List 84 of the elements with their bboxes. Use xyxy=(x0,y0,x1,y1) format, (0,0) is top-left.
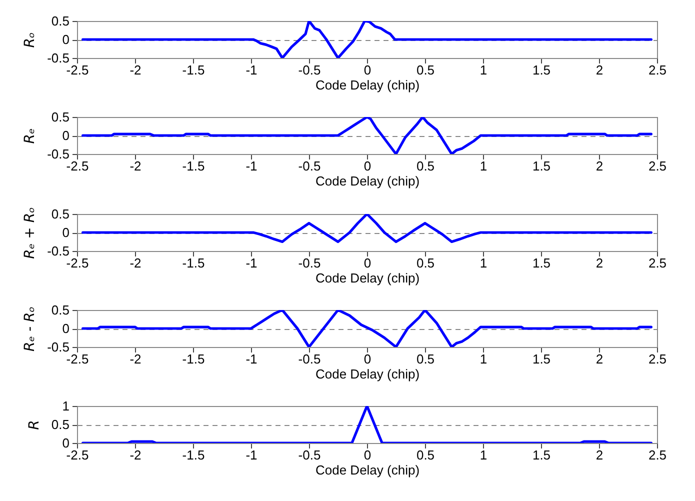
x-tick-label: 1 xyxy=(480,448,488,462)
x-tick-label: -1 xyxy=(246,352,258,366)
x-tick-label: 2.5 xyxy=(648,158,667,174)
x-tick-label: 0.5 xyxy=(416,448,435,462)
y-tick-label: 0.5 xyxy=(51,206,70,222)
x-tick-label: 0 xyxy=(364,256,372,270)
x-tick-label: -1 xyxy=(246,256,258,270)
y-tick-label: -0.5 xyxy=(47,146,70,162)
x-axis-title: Code Delay (chip) xyxy=(315,270,420,286)
y-axis-title: Rₒ xyxy=(22,32,38,48)
x-tick-label: -1 xyxy=(246,448,258,462)
x-tick-label: 0 xyxy=(364,158,372,174)
x-tick-label: -1.5 xyxy=(182,256,205,270)
x-tick-label: -2.5 xyxy=(66,352,89,366)
y-tick-label: 0.5 xyxy=(51,302,70,318)
x-tick-label: -1.5 xyxy=(182,158,205,174)
x-tick-label: -1 xyxy=(246,62,258,78)
x-tick-label: 1.5 xyxy=(532,256,551,270)
x-tick-label: 1 xyxy=(480,62,488,78)
x-tick-label: 1.5 xyxy=(532,62,551,78)
x-tick-label: -2 xyxy=(130,158,142,174)
y-tick-label: 1 xyxy=(62,398,70,414)
x-tick-label: -0.5 xyxy=(298,158,321,174)
x-tick-label: -0.5 xyxy=(298,256,321,270)
x-tick-label: 1.5 xyxy=(532,448,551,462)
x-tick-label: 0 xyxy=(364,62,372,78)
x-tick-label: -2 xyxy=(130,352,142,366)
x-tick-label: 1 xyxy=(480,256,488,270)
x-tick-label: 0 xyxy=(364,448,372,462)
x-tick-label: 2 xyxy=(596,352,604,366)
y-axis-title: Rₑ + Rₒ xyxy=(22,206,38,259)
x-tick-label: 1 xyxy=(480,158,488,174)
y-axis-title: Rₑ xyxy=(22,128,38,144)
line-series xyxy=(82,117,652,154)
line-series xyxy=(82,21,652,58)
x-tick-label: 0.5 xyxy=(416,256,435,270)
x-tick-label: 2 xyxy=(596,62,604,78)
x-tick-label: 1 xyxy=(480,352,488,366)
y-axis-title: Rₑ - Rₒ xyxy=(22,306,38,352)
x-axis-title: Code Delay (chip) xyxy=(315,174,420,188)
x-tick-label: 0.5 xyxy=(416,62,435,78)
x-tick-label: 2.5 xyxy=(648,448,667,462)
y-tick-label: 0.5 xyxy=(51,14,70,28)
y-tick-label: -0.5 xyxy=(47,50,70,66)
y-tick-label: -0.5 xyxy=(47,340,70,354)
x-tick-label: -2.5 xyxy=(66,62,89,78)
y-tick-label: 0 xyxy=(62,321,70,336)
x-tick-label: 2.5 xyxy=(648,256,667,270)
y-tick-label: 0.5 xyxy=(51,417,70,432)
x-tick-label: 0.5 xyxy=(416,158,435,174)
x-tick-label: -2 xyxy=(130,62,142,78)
x-tick-label: -1.5 xyxy=(182,352,205,366)
x-tick-label: -2.5 xyxy=(66,256,89,270)
x-axis-title: Code Delay (chip) xyxy=(315,78,420,92)
x-tick-label: 0 xyxy=(364,352,372,366)
x-tick-label: -2.5 xyxy=(66,158,89,174)
x-tick-label: -2.5 xyxy=(66,448,89,462)
x-tick-label: -0.5 xyxy=(298,448,321,462)
x-tick-label: 0.5 xyxy=(416,352,435,366)
x-tick-label: -2 xyxy=(130,448,142,462)
x-tick-label: -2 xyxy=(130,256,142,270)
x-tick-label: 2.5 xyxy=(648,62,667,78)
y-tick-label: -0.5 xyxy=(47,244,70,258)
x-tick-label: 2 xyxy=(596,448,604,462)
x-tick-label: -1 xyxy=(246,158,258,174)
x-tick-label: -0.5 xyxy=(298,352,321,366)
x-tick-label: 2 xyxy=(596,256,604,270)
x-tick-label: 2 xyxy=(596,158,604,174)
x-tick-label: 1.5 xyxy=(532,158,551,174)
x-tick-label: -1.5 xyxy=(182,448,205,462)
x-axis-title: Code Delay (chip) xyxy=(315,462,420,478)
x-tick-label: 2.5 xyxy=(648,352,667,366)
x-tick-label: 1.5 xyxy=(532,352,551,366)
y-tick-label: 0 xyxy=(62,128,70,143)
y-tick-label: 0 xyxy=(62,436,70,450)
y-axis-title: R xyxy=(26,420,42,430)
line-series xyxy=(82,214,652,244)
line-series xyxy=(82,310,652,347)
y-tick-label: 0 xyxy=(62,32,70,47)
x-axis-title: Code Delay (chip) xyxy=(315,366,420,382)
x-tick-label: -0.5 xyxy=(298,62,321,78)
y-tick-label: 0 xyxy=(62,225,70,240)
y-tick-label: 0.5 xyxy=(51,110,70,124)
x-tick-label: -1.5 xyxy=(182,62,205,78)
